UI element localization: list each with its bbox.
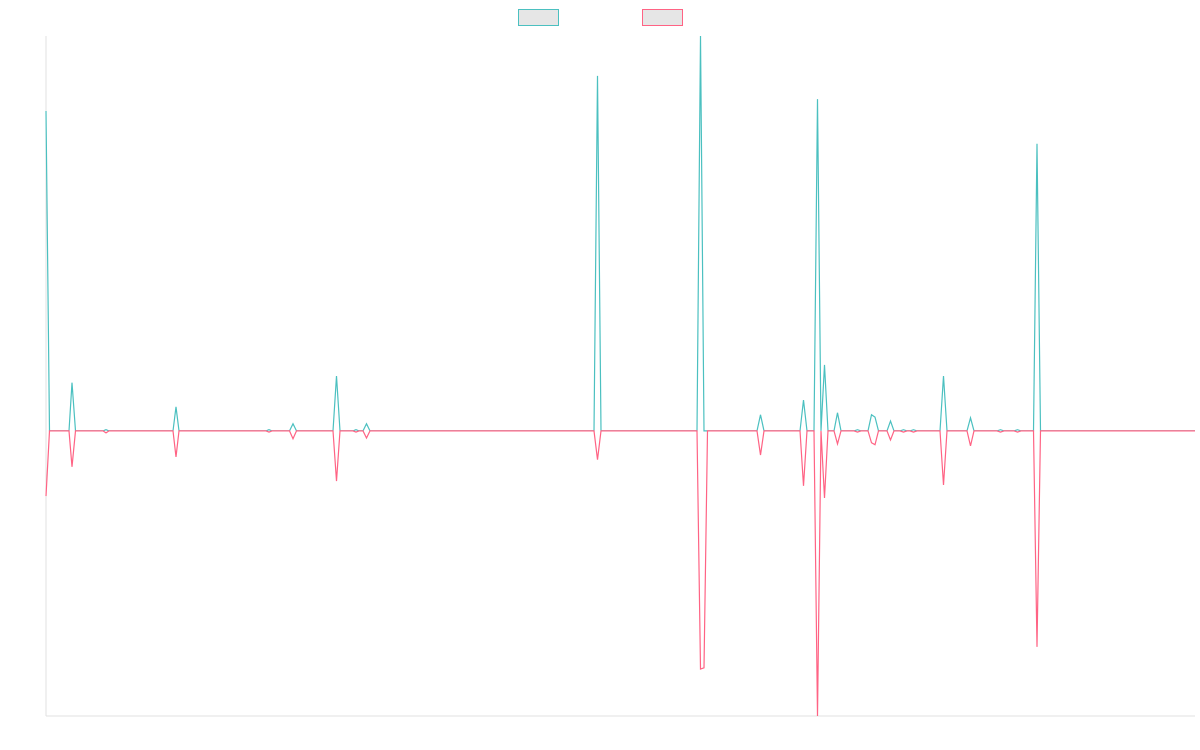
series-line — [45, 35, 1195, 432]
legend-swatch[interactable] — [518, 9, 559, 26]
legend-swatch[interactable] — [642, 9, 683, 26]
series-line — [45, 430, 1195, 717]
